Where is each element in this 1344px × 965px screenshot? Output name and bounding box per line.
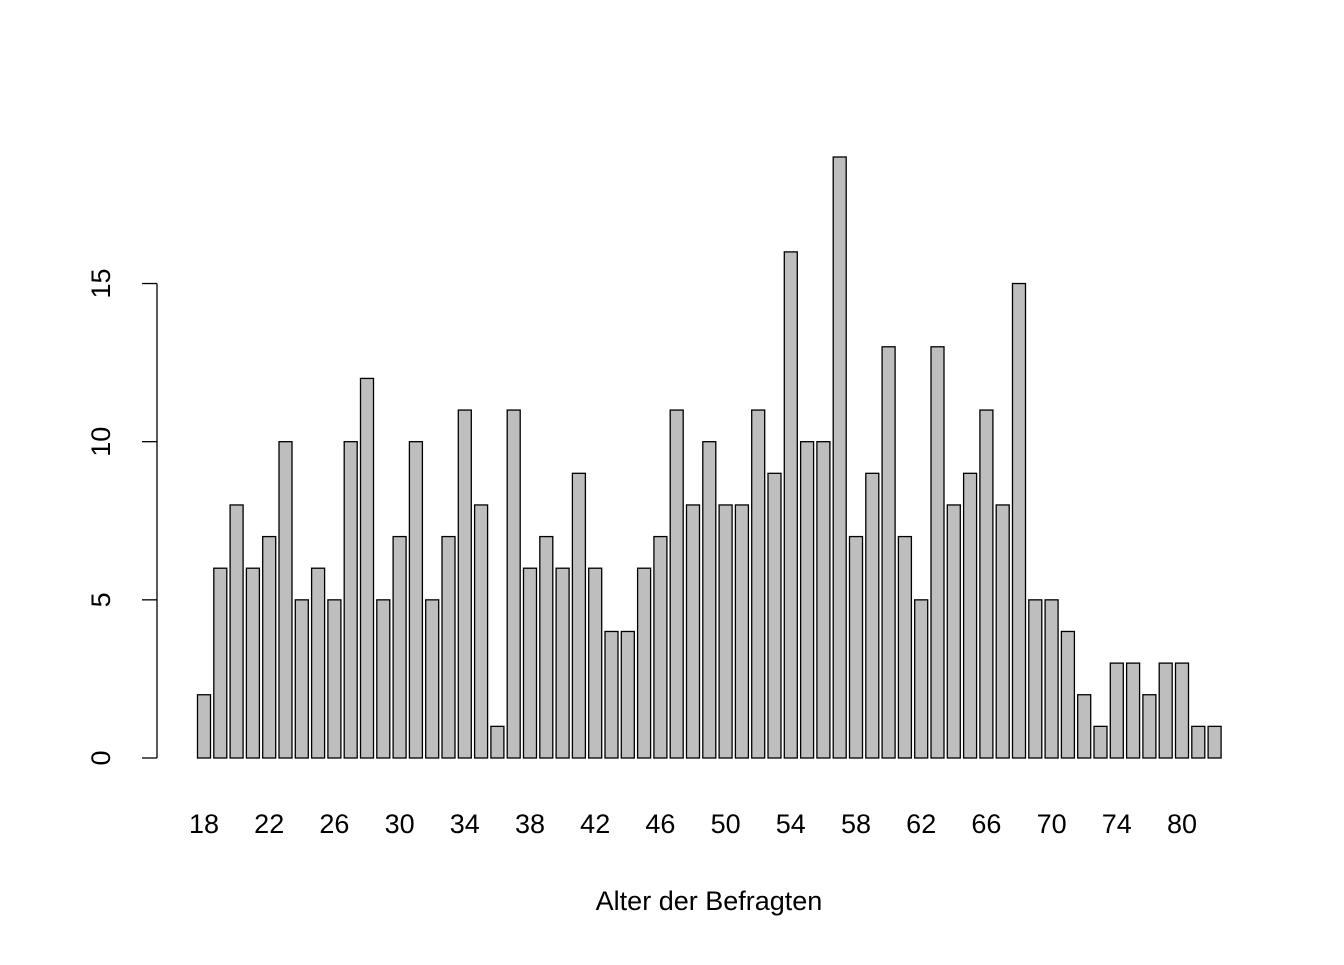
bar [1060, 630, 1076, 759]
y-tick-label: 0 [86, 750, 116, 765]
x-tick-label: 80 [1167, 809, 1197, 839]
bar [930, 346, 945, 759]
bar [343, 441, 358, 759]
x-tick-label: 58 [841, 809, 871, 839]
bar [799, 441, 815, 759]
x-axis-label: Alter der Befragten [596, 886, 823, 916]
bar [865, 472, 880, 759]
x-tick-label: 66 [971, 809, 1001, 839]
bar [604, 630, 619, 759]
x-tick-label: 26 [319, 809, 349, 839]
bar [213, 567, 228, 759]
bar [962, 472, 978, 759]
bar [588, 567, 603, 759]
bar [441, 535, 456, 759]
bar [1044, 599, 1059, 759]
bar [979, 409, 994, 759]
bar [392, 535, 407, 759]
bar [620, 630, 635, 759]
x-tick-label: 50 [711, 809, 741, 839]
bar [310, 567, 326, 759]
bar [946, 504, 961, 759]
x-tick-label: 22 [254, 809, 284, 839]
bar [376, 599, 391, 759]
bar [294, 599, 309, 759]
bar [245, 567, 261, 759]
bar [473, 504, 489, 759]
bar [1028, 599, 1043, 759]
x-tick-label: 34 [450, 809, 480, 839]
x-tick-label: 42 [580, 809, 610, 839]
bar [734, 504, 750, 759]
x-tick-label: 74 [1102, 809, 1132, 839]
x-tick-label: 18 [189, 809, 219, 839]
bar [278, 441, 293, 759]
bar [1109, 662, 1124, 759]
bar [425, 599, 440, 759]
bar [1174, 662, 1190, 759]
bar [669, 409, 684, 759]
bar [196, 694, 212, 759]
bar [229, 504, 244, 759]
bar [848, 535, 864, 759]
bar [751, 409, 766, 759]
bar [555, 567, 570, 759]
bar [1191, 725, 1206, 759]
bar [767, 472, 782, 759]
x-tick-label: 30 [385, 809, 415, 839]
bar [685, 504, 701, 759]
x-tick-label: 70 [1037, 809, 1067, 839]
bar [914, 599, 929, 759]
bar [539, 535, 554, 759]
bar [262, 535, 277, 759]
bar [1158, 662, 1173, 759]
bar [995, 504, 1010, 759]
x-tick-label: 38 [515, 809, 545, 839]
bar [1125, 662, 1141, 759]
x-tick-label: 46 [645, 809, 675, 839]
bar [327, 599, 342, 759]
bar [636, 567, 652, 759]
x-tick-label: 54 [776, 809, 806, 839]
bar [506, 409, 521, 759]
bar [522, 567, 538, 759]
bar [832, 156, 847, 759]
y-tick-label: 10 [86, 427, 116, 457]
bar [702, 441, 717, 759]
bar [1093, 725, 1108, 759]
bar [653, 535, 668, 759]
y-tick-label: 15 [86, 269, 116, 299]
bar [1077, 694, 1092, 759]
bar [881, 346, 896, 759]
y-tick-label: 5 [86, 592, 116, 607]
bar [1011, 282, 1027, 759]
bar [359, 377, 375, 759]
bar [571, 472, 587, 759]
bar [1142, 694, 1157, 759]
bar [783, 251, 798, 759]
bar [1207, 725, 1222, 759]
bar [718, 504, 733, 759]
bar [816, 441, 831, 759]
bar [457, 409, 472, 759]
bar [490, 725, 505, 759]
bar [408, 441, 424, 759]
bar [897, 535, 913, 759]
x-tick-label: 62 [906, 809, 936, 839]
